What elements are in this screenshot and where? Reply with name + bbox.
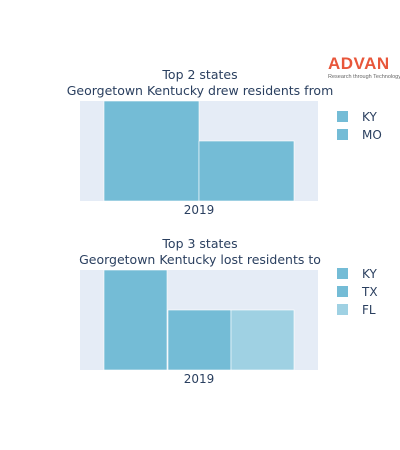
x-tick-label: 2019 [184, 203, 215, 217]
brand-tagline: Research through Technology [328, 74, 400, 80]
legend-item-tx[interactable]: TX [337, 285, 378, 299]
bar-ky [103, 269, 168, 371]
legend-label: KY [362, 110, 377, 124]
x-tick-label: 2019 [184, 372, 215, 386]
legend-swatch [337, 304, 348, 315]
chart-subtitle: Georgetown Kentucky lost residents to [79, 252, 321, 267]
legend-item-ky[interactable]: KY [337, 110, 377, 124]
bar-fl [230, 309, 295, 371]
bar-mo [198, 140, 295, 202]
chart-title: Top 3 states [161, 236, 237, 251]
bar-tx [167, 309, 232, 371]
chart-title: Top 2 states [161, 67, 237, 82]
advan-logo: ADVAN Research through Technology [328, 54, 400, 85]
legend-label: TX [361, 285, 378, 299]
legend-item-fl[interactable]: FL [337, 303, 376, 317]
legend-swatch [337, 286, 348, 297]
chart-subtitle: Georgetown Kentucky drew residents from [67, 83, 334, 98]
legend-swatch [337, 111, 348, 122]
brand-name: ADVAN [328, 54, 390, 73]
legend-swatch [337, 129, 348, 140]
legend-item-mo[interactable]: MO [337, 128, 382, 142]
legend-label: FL [362, 303, 376, 317]
legend-label: MO [362, 128, 382, 142]
bar-ky [103, 100, 200, 202]
legend-swatch [337, 268, 348, 279]
legend-item-ky[interactable]: KY [337, 267, 377, 281]
legend-label: KY [362, 267, 377, 281]
